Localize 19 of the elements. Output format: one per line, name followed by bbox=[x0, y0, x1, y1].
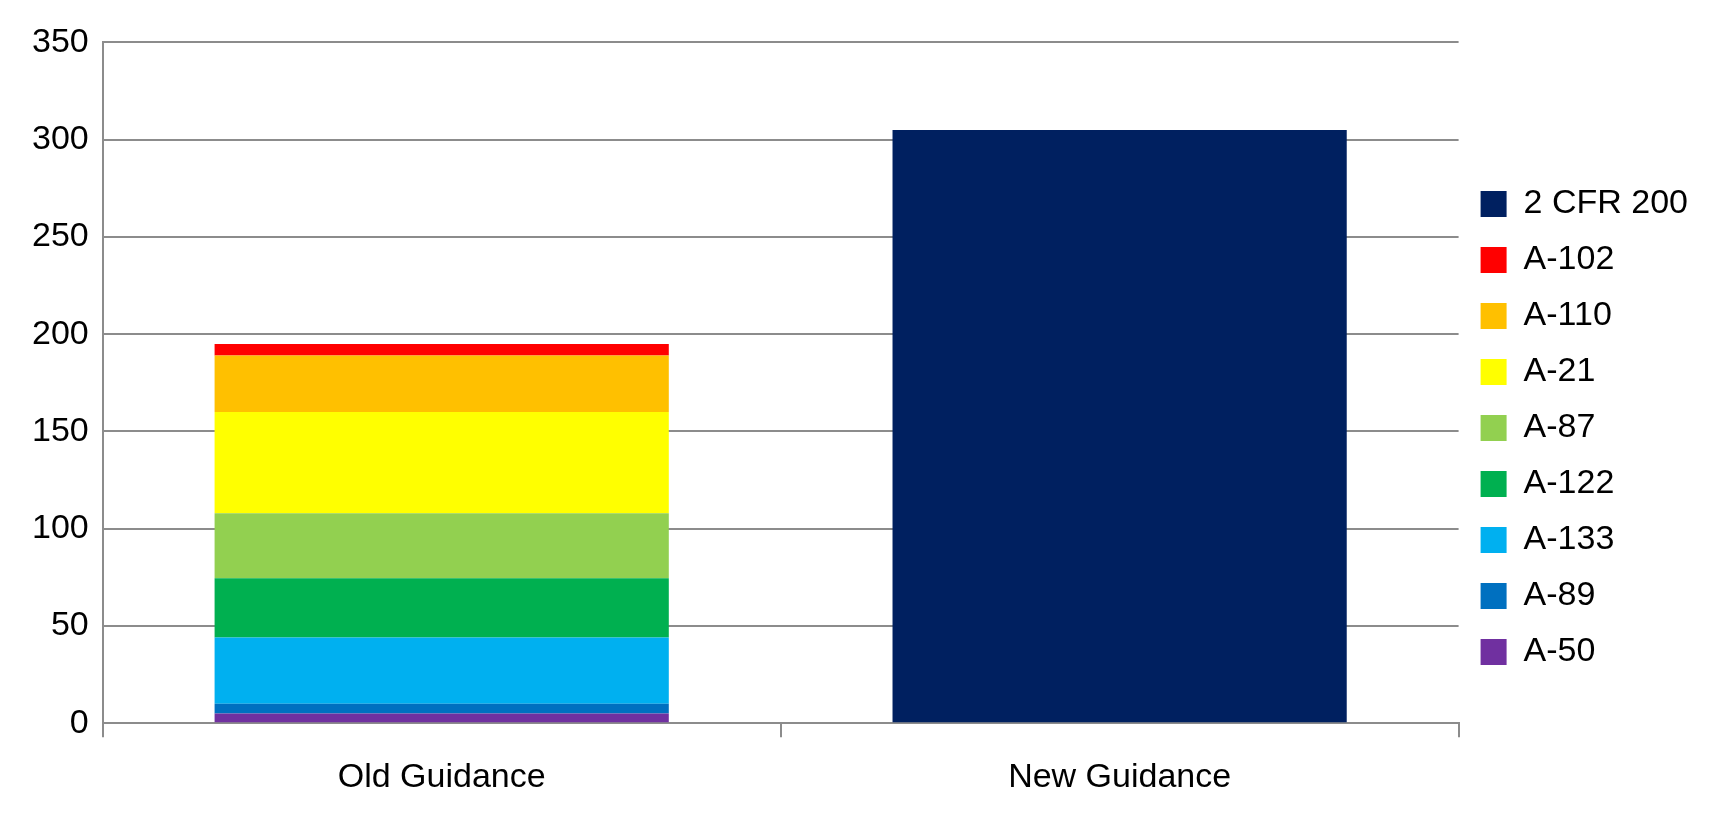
legend-label: A-89 bbox=[1523, 574, 1596, 613]
x-tick-label: Old Guidance bbox=[337, 755, 546, 794]
legend-label: A-133 bbox=[1523, 518, 1615, 557]
legend-label: A-50 bbox=[1523, 630, 1596, 669]
y-tick-label: 250 bbox=[31, 215, 89, 254]
legend-label: A-122 bbox=[1523, 462, 1615, 501]
y-tick-label: 300 bbox=[31, 118, 89, 157]
legend-label: A-110 bbox=[1523, 294, 1612, 333]
y-tick-label: 350 bbox=[31, 20, 89, 59]
y-tick-label: 100 bbox=[31, 507, 89, 546]
legend-label: 2 CFR 200 bbox=[1523, 182, 1688, 221]
legend-label: A-21 bbox=[1523, 350, 1596, 389]
y-tick-label: 0 bbox=[69, 701, 89, 740]
legend-label: A-102 bbox=[1523, 238, 1615, 277]
y-tick-label: 150 bbox=[31, 409, 89, 448]
y-tick-label: 200 bbox=[31, 312, 89, 351]
x-tick-label: New Guidance bbox=[1008, 755, 1232, 794]
y-tick-label: 50 bbox=[50, 604, 89, 643]
legend-label: A-87 bbox=[1523, 406, 1596, 445]
